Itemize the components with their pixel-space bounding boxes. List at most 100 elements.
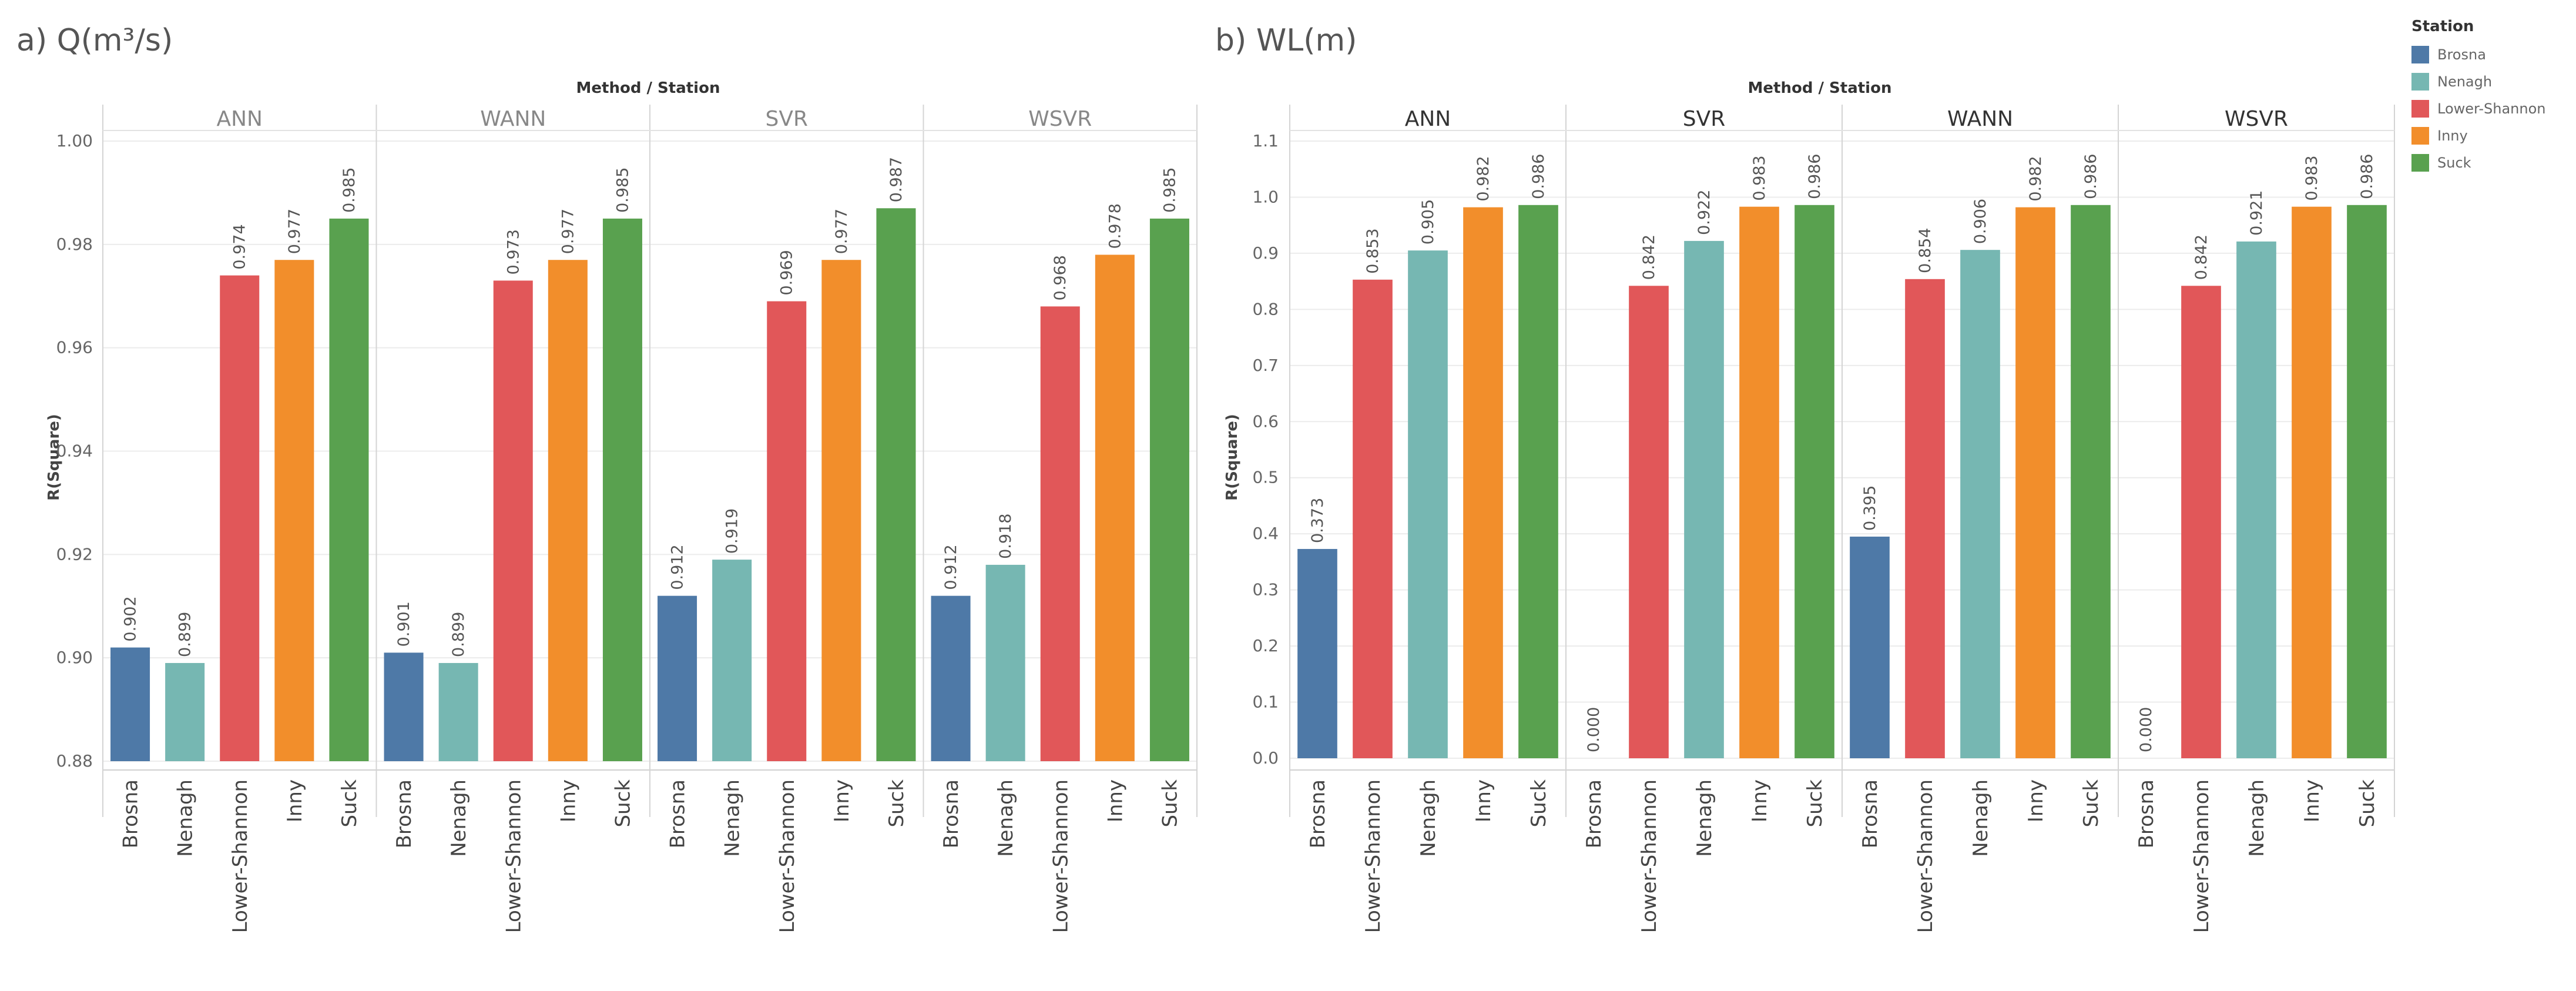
bar (1629, 286, 1669, 759)
bar (274, 260, 314, 761)
data-label: 0.969 (778, 250, 796, 295)
x-tick-label: Inny (1748, 779, 1772, 822)
data-label: 0.983 (1750, 155, 1769, 200)
bar (1408, 250, 1448, 758)
bar (1095, 255, 1135, 762)
data-label: 0.921 (2248, 190, 2266, 236)
data-label: 0.918 (997, 514, 1015, 559)
legend-label: Nenagh (2437, 73, 2493, 90)
bar (1040, 306, 1080, 761)
bar (1960, 250, 2000, 758)
bar (712, 560, 752, 761)
bar (876, 208, 916, 762)
bar (2236, 241, 2276, 758)
data-label: 0.974 (231, 224, 249, 269)
legend-swatch-suck (2411, 154, 2429, 172)
x-tick-label: Inny (1472, 779, 1495, 822)
panel-method-label: WANN (480, 107, 546, 131)
x-tick-label: Suck (1527, 779, 1551, 828)
y-tick-label: 0.8 (1252, 299, 1279, 319)
data-label: 0.982 (1474, 156, 1492, 201)
panel-method-label: ANN (217, 107, 263, 131)
panel-method-label: ANN (1405, 107, 1451, 131)
x-tick-label: Nenagh (174, 779, 197, 857)
facet-header: Method / Station (1748, 79, 1892, 97)
data-label: 0.899 (450, 612, 468, 657)
x-tick-label: Lower-Shannon (1049, 779, 1072, 933)
bar (658, 595, 697, 761)
x-tick-label: Lower-Shannon (776, 779, 799, 933)
x-tick-label: Suck (2079, 779, 2103, 828)
y-tick-label: 0.2 (1252, 636, 1279, 655)
data-label: 0.000 (1585, 707, 1603, 752)
y-tick-label: 0.88 (56, 751, 93, 771)
data-label: 0.902 (122, 596, 140, 641)
x-tick-label: Lower-Shannon (229, 779, 252, 933)
y-axis-label: R(Square) (45, 414, 63, 501)
panel-method-label: WSVR (1028, 107, 1092, 131)
x-tick-label: Inny (1103, 779, 1127, 822)
legend-swatch-inny (2411, 127, 2429, 145)
x-tick-label: Brosna (1582, 779, 1606, 848)
x-tick-label: Inny (283, 779, 307, 822)
y-axis-label: R(Square) (1223, 414, 1241, 501)
x-tick-label: Nenagh (447, 779, 471, 857)
x-tick-label: Brosna (393, 779, 416, 848)
x-tick-label: Suck (338, 779, 361, 828)
data-label: 0.986 (1806, 154, 1824, 199)
legend-item-brosna[interactable]: Brosna (2411, 41, 2570, 68)
x-tick-label: Suck (885, 779, 908, 828)
chart-title: a) Q(m³/s) (16, 23, 173, 58)
data-label: 0.912 (942, 544, 960, 590)
y-tick-label: 0.96 (56, 338, 93, 357)
legend-item-lower-shannon[interactable]: Lower-Shannon (2411, 95, 2570, 122)
legend-label: Brosna (2437, 46, 2486, 63)
bar (2015, 207, 2055, 758)
y-tick-label: 0.1 (1252, 692, 1279, 712)
bar (329, 218, 369, 761)
data-label: 0.899 (176, 612, 194, 657)
x-tick-label: Brosna (119, 779, 143, 848)
data-label: 0.842 (2192, 235, 2211, 280)
y-tick-label: 0.4 (1252, 524, 1279, 543)
bar (1850, 536, 1890, 758)
data-label: 0.986 (2082, 154, 2100, 199)
data-label: 0.922 (1695, 190, 1713, 235)
bar (1905, 279, 1945, 758)
legend: Station Brosna Nenagh Lower-Shannon Inny… (2411, 18, 2570, 176)
x-tick-label: Lower-Shannon (1638, 779, 1661, 933)
legend-item-nenagh[interactable]: Nenagh (2411, 68, 2570, 95)
panel-method-label: WANN (1947, 107, 2013, 131)
legend-label: Suck (2437, 155, 2471, 171)
legend-swatch-nenagh (2411, 73, 2429, 91)
x-tick-label: Lower-Shannon (2190, 779, 2213, 933)
data-label: 0.842 (1640, 235, 1658, 280)
x-tick-label: Suck (2356, 779, 2379, 828)
bar (1463, 207, 1503, 758)
y-tick-label: 0.0 (1252, 748, 1279, 768)
data-label: 0.986 (1530, 154, 1548, 199)
y-tick-label: 0.98 (56, 235, 93, 254)
x-tick-label: Nenagh (1417, 779, 1440, 857)
y-tick-label: 0.94 (56, 441, 93, 461)
bar (931, 595, 971, 761)
x-tick-label: Lower-Shannon (502, 779, 525, 933)
legend-item-suck[interactable]: Suck (2411, 149, 2570, 176)
y-tick-label: 1.00 (56, 131, 93, 150)
legend-label: Lower-Shannon (2437, 101, 2546, 117)
data-label: 0.919 (723, 508, 742, 554)
x-tick-label: Suck (1803, 779, 1827, 828)
data-label: 0.978 (1106, 203, 1124, 249)
bar (2292, 206, 2332, 758)
x-tick-label: Suck (1158, 779, 1182, 828)
legend-item-inny[interactable]: Inny (2411, 122, 2570, 149)
panel-method-label: SVR (766, 107, 809, 131)
bar (1149, 218, 1189, 761)
x-tick-label: Inny (2024, 779, 2048, 822)
data-label: 0.912 (669, 544, 687, 590)
bar (110, 647, 150, 761)
bar (438, 662, 478, 761)
bar (493, 280, 533, 761)
legend-swatch-brosna (2411, 46, 2429, 63)
